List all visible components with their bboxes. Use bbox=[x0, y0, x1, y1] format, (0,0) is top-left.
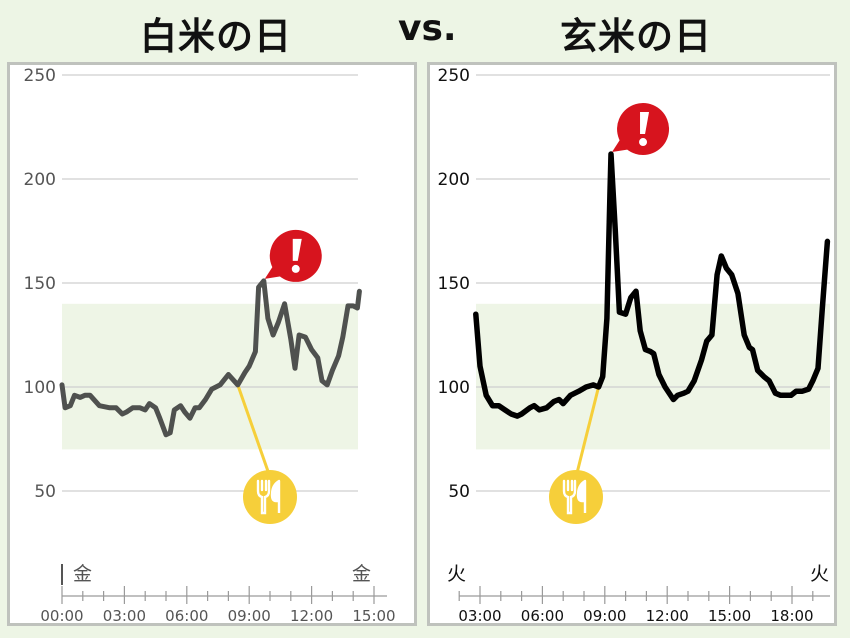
fork-shape bbox=[562, 479, 577, 515]
exclamation-dot bbox=[639, 138, 648, 147]
right-title: 玄米の日 bbox=[560, 14, 712, 58]
x-tick-label: 03:00 bbox=[458, 607, 501, 625]
x-tick-label: 06:00 bbox=[521, 607, 564, 625]
y-tick-label: 150 bbox=[438, 274, 470, 294]
exclamation-dot bbox=[291, 264, 300, 273]
vs-label: vs. bbox=[398, 8, 457, 49]
target-range-band bbox=[62, 303, 358, 450]
y-tick-label: 200 bbox=[24, 170, 56, 190]
day-label: 火 bbox=[447, 563, 466, 585]
y-tick-label: 150 bbox=[24, 274, 56, 294]
y-tick-label: 50 bbox=[448, 482, 470, 502]
fork-shape bbox=[256, 479, 271, 515]
knife-shape bbox=[576, 479, 587, 513]
y-tick-label: 100 bbox=[438, 378, 470, 398]
fork-knife-icon bbox=[549, 470, 603, 524]
chart-1: 50 100 150 200 250 03:00 06:00 09:00 12:00 15:00 1… bbox=[438, 66, 831, 625]
x-tick-label: 18:00 bbox=[770, 607, 813, 625]
y-tick-label: 100 bbox=[24, 378, 56, 398]
x-tick-label: 03:00 bbox=[103, 607, 146, 625]
exclamation-bar bbox=[640, 112, 650, 135]
knife-shape bbox=[270, 479, 281, 513]
exclamation-bar bbox=[292, 238, 302, 261]
x-tick-label: 09:00 bbox=[583, 607, 626, 625]
meal-pointer-line bbox=[236, 384, 272, 478]
y-tick-label: 200 bbox=[438, 170, 470, 190]
meal-icon-circle bbox=[243, 470, 297, 524]
chart-0: 50 100 150 200 250 00:00 03:00 06:00 09:00 12:00 1… bbox=[24, 66, 396, 625]
day-label: 金 bbox=[352, 563, 371, 585]
left-title: 白米の日 bbox=[140, 14, 292, 58]
x-tick-label: 06:00 bbox=[165, 607, 208, 625]
target-range-band bbox=[476, 303, 830, 450]
day-label: 火 bbox=[810, 563, 829, 585]
fork-knife-icon bbox=[243, 470, 297, 524]
y-tick-label: 250 bbox=[438, 66, 470, 86]
y-tick-label: 50 bbox=[34, 482, 56, 502]
x-tick-label: 15:00 bbox=[352, 607, 395, 625]
x-tick-label: 00:00 bbox=[40, 607, 83, 625]
exclamation-icon bbox=[264, 229, 322, 282]
meal-pointer-line bbox=[574, 386, 601, 478]
x-tick-label: 12:00 bbox=[290, 607, 333, 625]
x-tick-label: 15:00 bbox=[708, 607, 751, 625]
x-tick-label: 09:00 bbox=[228, 607, 271, 625]
y-tick-label: 250 bbox=[24, 66, 56, 86]
exclamation-icon bbox=[612, 103, 670, 156]
day-label: 金 bbox=[73, 563, 92, 585]
x-tick-label: 12:00 bbox=[646, 607, 689, 625]
meal-icon-circle bbox=[549, 470, 603, 524]
